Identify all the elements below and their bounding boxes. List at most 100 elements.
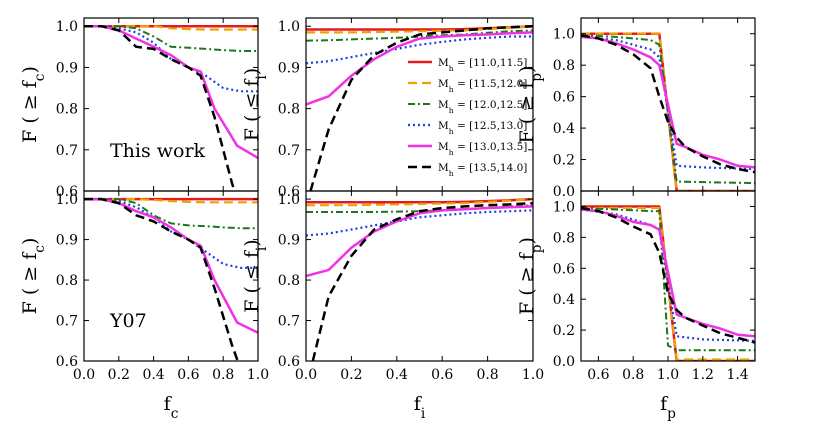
x-tick-label: 1.0	[247, 367, 269, 383]
legend-label-4: Mh = [13.0,13.5]	[438, 141, 527, 157]
y-axis-label: F ( ≥ fp)	[516, 66, 545, 144]
y-tick-label: 0.8	[56, 102, 78, 118]
x-tick-label: 0.4	[142, 367, 164, 383]
series-group	[306, 24, 533, 191]
x-tick-label: 0.2	[340, 367, 362, 383]
y-tick-label: 1.0	[56, 192, 78, 208]
panel-annotation: This work	[110, 140, 206, 162]
series-group	[84, 24, 258, 191]
x-tick-label: 1.0	[657, 367, 679, 383]
series-line-4	[581, 208, 755, 338]
y-tick-label: 0.9	[56, 60, 78, 76]
panel-annotation: Y07	[109, 310, 147, 332]
series-line-2	[581, 207, 755, 352]
panel-this_work-fi: 0.6 0.7 0.8 0.9 1.0 F ( ≤ fi) Mh = [11.0,11.5]…	[241, 17, 534, 200]
y-tick-label: 0.0	[553, 184, 575, 200]
y-tick-label: 0.9	[278, 233, 300, 249]
series-line-4	[581, 35, 755, 169]
series-line-5	[311, 201, 533, 361]
legend-label-0: Mh = [11.0,11.5]	[438, 57, 527, 73]
panel-y07-fp: 0.0 0.2 0.4 0.6 0.8 1.0 0.6 0.8 1.0 1.2 1.4 F ( ≥ f…	[516, 190, 756, 422]
legend-label-5: Mh = [13.5,14.0]	[438, 162, 527, 178]
series-line-5	[581, 34, 755, 174]
y-tick-label: 0.9	[56, 233, 78, 249]
series-line-4	[306, 31, 533, 106]
y-tick-label: 0.8	[278, 102, 300, 118]
series-group	[84, 197, 258, 361]
panel-y07-fc: 0.6 0.7 0.8 0.9 1.0 0.0 0.2 0.4 0.6 0.8 1.0 F ( ≥ f…	[19, 190, 269, 422]
y-tick-label: 1.0	[553, 27, 575, 43]
legend-label-3: Mh = [12.5,13.0]	[438, 120, 527, 136]
y-tick-label: 0.2	[553, 323, 575, 339]
y-tick-label: 1.0	[278, 192, 300, 208]
y-tick-label: 0.6	[278, 354, 300, 370]
y-tick-label: 0.6	[553, 261, 575, 277]
y-tick-label: 0.0	[553, 354, 575, 370]
panel-frame	[83, 190, 259, 362]
panel-this_work-fp: 0.0 0.2 0.4 0.6 0.8 1.0 F ( ≥ fp)	[516, 17, 756, 200]
y-tick-label: 0.8	[56, 273, 78, 289]
y-axis-label: F ( ≥ fc)	[19, 66, 48, 143]
y-tick-label: 0.6	[56, 354, 78, 370]
y-axis-label: F ( ≤ fi)	[241, 68, 270, 141]
series-line-3	[84, 25, 258, 93]
x-tick-label: 0.0	[73, 367, 95, 383]
y-tick-label: 0.7	[56, 143, 78, 159]
x-axis-label: fc	[164, 393, 179, 422]
panel-frame	[305, 190, 534, 362]
series-line-3	[306, 35, 533, 65]
series-group	[581, 205, 755, 361]
legend-label-2: Mh = [12.0,12.5]	[438, 99, 527, 115]
x-tick-label: 0.6	[587, 367, 609, 383]
series-line-2	[581, 34, 755, 185]
series-line-1	[84, 198, 258, 204]
x-tick-label: 0.6	[431, 367, 453, 383]
series-line-1	[306, 25, 533, 34]
series-line-5	[581, 206, 755, 344]
y-tick-label: 1.0	[553, 199, 575, 215]
y-axis-label: F ( ≥ fc)	[19, 238, 48, 315]
series-line-5	[84, 197, 240, 361]
y-tick-label: 0.4	[553, 292, 575, 308]
legend-label-1: Mh = [11.5,12.0]	[438, 78, 527, 94]
x-axis-label: fp	[660, 393, 676, 422]
x-tick-label: 1.2	[692, 367, 714, 383]
x-tick-label: 0.8	[476, 367, 498, 383]
series-line-1	[84, 25, 258, 31]
x-tick-label: 0.2	[108, 367, 130, 383]
y-tick-label: 0.7	[278, 314, 300, 330]
y-tick-label: 0.7	[278, 143, 300, 159]
y-tick-label: 0.6	[56, 184, 78, 200]
series-line-2	[84, 198, 258, 230]
x-tick-label: 0.8	[622, 367, 644, 383]
series-group	[306, 197, 533, 361]
y-tick-label: 0.8	[553, 230, 575, 246]
series-line-3	[84, 198, 258, 269]
series-line-3	[306, 209, 533, 237]
y-tick-label: 0.6	[553, 90, 575, 106]
legend: Mh = [11.0,11.5] Mh = [11.5,12.0] Mh = [12…	[408, 57, 527, 178]
series-group	[581, 32, 755, 191]
x-tick-label: 0.8	[212, 367, 234, 383]
x-tick-label: 0.4	[386, 367, 408, 383]
y-axis-label: F ( ≥ fp)	[516, 237, 545, 315]
y-tick-label: 1.0	[278, 19, 300, 35]
x-axis-label: fi	[414, 393, 426, 422]
series-line-5	[309, 24, 533, 191]
x-tick-label: 0.6	[177, 367, 199, 383]
series-line-1	[306, 198, 533, 207]
y-tick-label: 0.8	[553, 58, 575, 74]
panel-this_work-fc: 0.6 0.7 0.8 0.9 1.0 F ( ≥ fc) This work	[19, 17, 259, 200]
series-line-1	[581, 32, 755, 191]
y-axis-label: F ( ≤ fi)	[241, 239, 270, 312]
y-tick-label: 0.4	[553, 121, 575, 137]
panel-y07-fi: 0.6 0.7 0.8 0.9 1.0 0.0 0.2 0.4 0.6 0.8 1.0 F ( ≤ f…	[241, 190, 544, 422]
y-tick-label: 0.6	[278, 184, 300, 200]
series-line-0	[306, 197, 533, 204]
x-tick-label: 0.0	[295, 367, 317, 383]
series-line-4	[306, 205, 533, 278]
y-tick-label: 0.7	[56, 314, 78, 330]
x-tick-label: 1.4	[726, 367, 748, 383]
series-line-5	[84, 24, 236, 191]
